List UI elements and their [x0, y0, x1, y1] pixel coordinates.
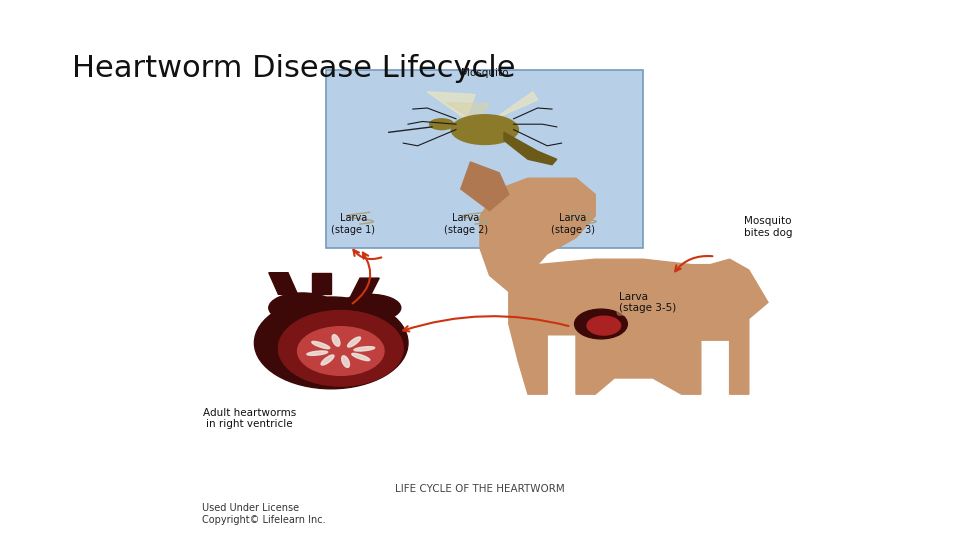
Polygon shape — [350, 278, 379, 297]
Text: Mosquito
bites dog: Mosquito bites dog — [744, 216, 793, 238]
Text: Larva
(stage 3-5): Larva (stage 3-5) — [619, 292, 677, 313]
Text: Larva
(stage 3): Larva (stage 3) — [551, 213, 595, 235]
Ellipse shape — [451, 115, 518, 145]
Polygon shape — [494, 92, 538, 119]
Ellipse shape — [342, 356, 349, 367]
Text: Larva
(stage 1): Larva (stage 1) — [331, 213, 375, 235]
Polygon shape — [480, 178, 595, 292]
Polygon shape — [461, 162, 509, 211]
Ellipse shape — [338, 294, 400, 321]
Polygon shape — [446, 103, 490, 122]
Ellipse shape — [354, 347, 374, 351]
Ellipse shape — [332, 335, 340, 346]
Ellipse shape — [298, 327, 384, 375]
Ellipse shape — [430, 119, 454, 130]
Ellipse shape — [269, 293, 336, 322]
Ellipse shape — [307, 351, 327, 355]
Ellipse shape — [312, 341, 330, 349]
Text: LIFE CYCLE OF THE HEARTWORM: LIFE CYCLE OF THE HEARTWORM — [396, 484, 564, 494]
Text: Heartworm Disease Lifecycle: Heartworm Disease Lifecycle — [72, 54, 516, 83]
FancyBboxPatch shape — [326, 70, 643, 248]
Ellipse shape — [574, 309, 628, 339]
Ellipse shape — [278, 310, 403, 386]
Polygon shape — [312, 273, 331, 294]
Polygon shape — [427, 92, 475, 119]
Polygon shape — [509, 259, 768, 394]
Ellipse shape — [321, 355, 334, 365]
Text: Adult heartworms
in right ventricle: Adult heartworms in right ventricle — [203, 408, 297, 429]
Ellipse shape — [351, 353, 370, 361]
Text: Larva
(stage 2): Larva (stage 2) — [444, 213, 488, 235]
Ellipse shape — [254, 297, 408, 389]
Polygon shape — [269, 273, 298, 294]
Ellipse shape — [588, 316, 620, 335]
Ellipse shape — [348, 337, 361, 347]
Text: Used Under License
Copyright© Lifelearn Inc.: Used Under License Copyright© Lifelearn … — [202, 503, 325, 525]
Text: Mosquito: Mosquito — [461, 68, 509, 78]
Polygon shape — [504, 132, 557, 165]
